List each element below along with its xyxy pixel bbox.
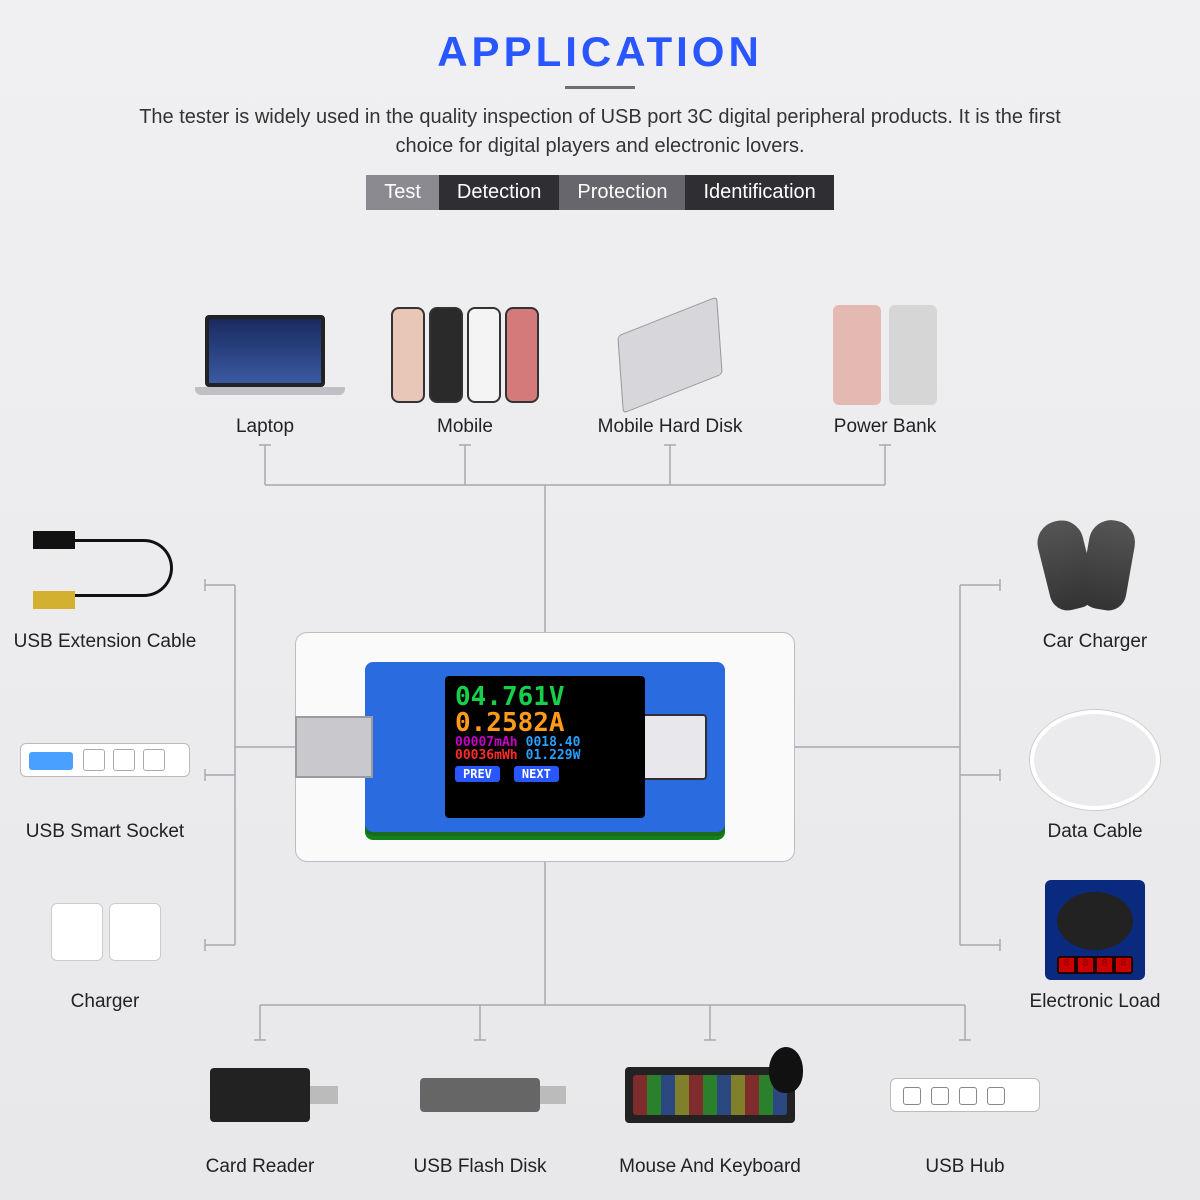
node-ext-cable: USB Extension Cable [10,515,200,653]
device-screen: 04.761V 0.2582A 00007mAh 0018.40 00036mW… [445,676,645,818]
page-title: APPLICATION [0,28,1200,76]
title-underline [565,86,635,89]
node-charger: Charger [10,875,200,1013]
label-car-charger: Car Charger [1000,631,1190,653]
label-charger: Charger [10,991,200,1013]
label-laptop: Laptop [170,416,360,438]
page-subtitle: The tester is widely used in the quality… [135,103,1065,161]
node-socket: USB Smart Socket [10,705,200,843]
usb-a-plug-icon [295,716,373,778]
laptop-icon [195,315,335,395]
usb-tester-device: 04.761V 0.2582A 00007mAh 0018.40 00036mW… [295,632,795,862]
label-ext-cable: USB Extension Cable [10,631,200,653]
label-hdd: Mobile Hard Disk [575,416,765,438]
readout-voltage: 04.761V [455,684,635,710]
label-socket: USB Smart Socket [10,821,200,843]
node-mobile: Mobile [370,300,560,438]
node-usb-hub: USB Hub [870,1040,1060,1178]
label-usb-hub: USB Hub [870,1156,1060,1178]
node-laptop: Laptop [170,300,360,438]
tab-test: Test [366,175,439,210]
power-bank-icon [833,305,937,405]
keyboard-icon [625,1067,795,1123]
feature-tabs: Test Detection Protection Identification [366,175,834,210]
label-mobile: Mobile [370,416,560,438]
label-data-cable: Data Cable [1000,821,1190,843]
car-charger-icon [1025,520,1165,620]
card-reader-icon [210,1068,310,1122]
readout-mwh: 00036mWh [455,749,518,762]
label-powerbank: Power Bank [790,416,980,438]
node-flash-disk: USB Flash Disk [385,1040,575,1178]
mobile-icon [391,307,539,403]
node-card-reader: Card Reader [165,1040,355,1178]
prev-button: PREV [455,766,500,782]
node-eload: 8888 Electronic Load [1000,875,1190,1013]
label-flash-disk: USB Flash Disk [385,1156,575,1178]
node-hdd: Mobile Hard Disk [575,300,765,438]
label-card-reader: Card Reader [165,1156,355,1178]
node-powerbank: Power Bank [790,300,980,438]
electronic-load-icon: 8888 [1045,880,1145,980]
node-mouse-kb: Mouse And Keyboard [615,1040,805,1178]
flash-disk-icon [420,1078,540,1112]
node-data-cable: Data Cable [1000,705,1190,843]
label-eload: Electronic Load [1000,991,1190,1013]
usb-a-port-icon [637,714,707,780]
extension-cable-icon [25,525,185,615]
readout-watts: 01.229W [526,749,581,762]
smart-socket-icon [20,743,190,777]
node-car-charger: Car Charger [1000,515,1190,653]
next-button: NEXT [514,766,559,782]
data-cable-icon [1030,710,1160,810]
readout-current: 0.2582A [455,710,635,736]
tab-identification: Identification [685,175,833,210]
hard-disk-icon [617,296,722,413]
label-mouse-kb: Mouse And Keyboard [615,1156,805,1178]
usb-hub-icon [890,1078,1040,1112]
tab-detection: Detection [439,175,560,210]
mouse-icon [769,1047,803,1093]
charger-icon [45,885,165,975]
tab-protection: Protection [559,175,685,210]
application-diagram: 04.761V 0.2582A 00007mAh 0018.40 00036mW… [0,250,1200,1200]
